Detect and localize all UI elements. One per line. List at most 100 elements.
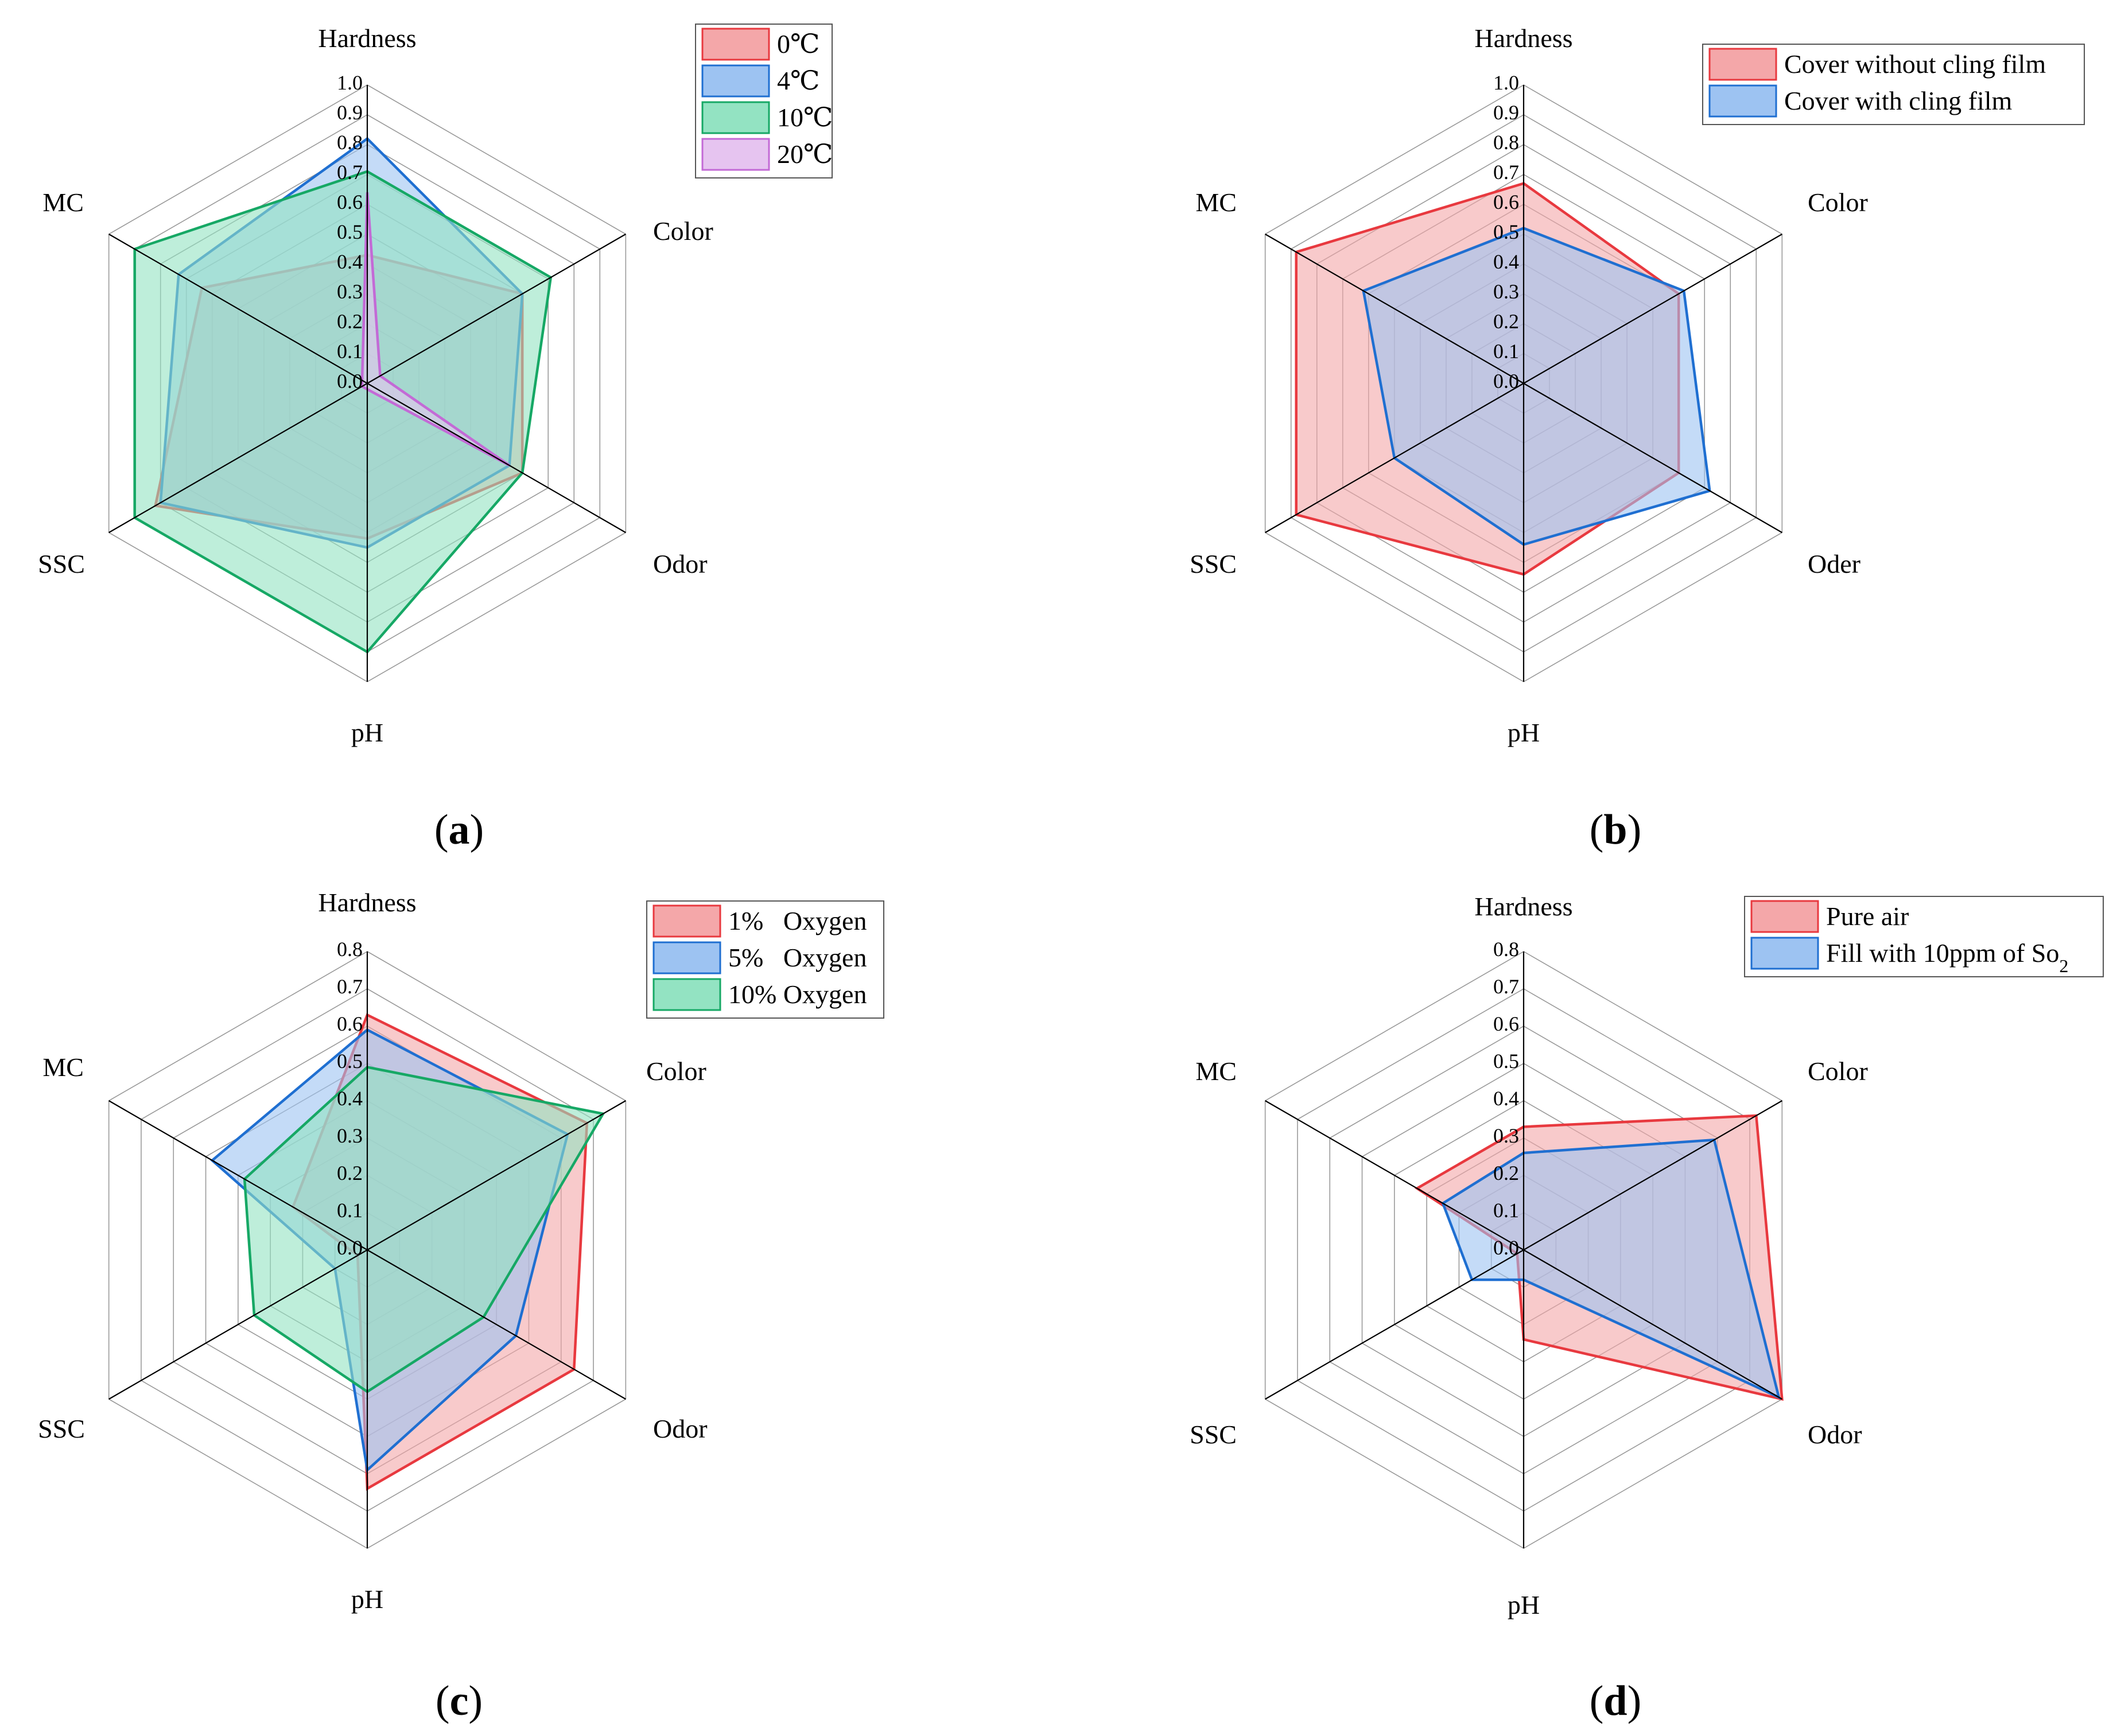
tick-label: 0.6 <box>1493 191 1519 213</box>
axis-spoke <box>1523 1249 1782 1400</box>
legend: Cover without cling film Cover with cling… <box>1702 44 2085 125</box>
legend-swatch-2 <box>1708 84 1777 118</box>
legend-label-2: 4℃ <box>777 66 819 95</box>
tick-label: 0.4 <box>1493 250 1519 273</box>
radar-spokes <box>1265 85 1782 682</box>
tick-label: 0.6 <box>337 191 363 213</box>
axis-label-ssc: SSC <box>1190 549 1237 578</box>
tick-label: 1.0 <box>337 71 363 94</box>
radar-tick-labels: 0.0 0.1 0.2 0.3 0.4 0.5 0.6 0.7 0.8 <box>1493 938 1519 1259</box>
radar-tick-labels: 0.0 0.1 0.2 0.3 0.4 0.5 0.6 0.7 0.8 <box>337 938 363 1259</box>
axis-label-mc: MC <box>42 188 84 217</box>
tick-label: 0.8 <box>1493 131 1519 154</box>
axis-label-odor: Odor <box>653 549 708 578</box>
radar-axis-labels: Hardness Color Odor pH SSC MC <box>38 24 713 747</box>
radar-tick-labels: 0.0 0.1 0.2 0.3 0.4 0.5 0.6 0.7 0.8 0.9 1.0 <box>1493 71 1519 393</box>
axis-spoke <box>1265 234 1524 384</box>
axis-label-mc: MC <box>1195 188 1237 217</box>
tick-label: 0.0 <box>1493 1236 1519 1259</box>
tick-label: 0.8 <box>1493 938 1519 961</box>
axis-spoke <box>108 383 368 533</box>
axis-label-ssc: SSC <box>38 549 85 578</box>
tick-label: 0.6 <box>1493 1012 1519 1035</box>
axis-label-ssc: SSC <box>38 1414 85 1443</box>
tick-label: 0.4 <box>1493 1087 1519 1110</box>
tick-label: 1.0 <box>1493 71 1519 94</box>
radar-spokes <box>108 85 626 682</box>
legend-swatch-1 <box>1708 48 1777 81</box>
axis-label-color: Color <box>646 1057 706 1086</box>
axis-spoke <box>367 383 626 533</box>
tick-label: 0.7 <box>337 975 363 998</box>
axis-label-color: Color <box>653 216 713 246</box>
radar-panel-a: 0.00.10.20.30.40.50.60.70.80.91.0Hardnes… <box>38 24 833 853</box>
tick-label: 0.9 <box>337 101 363 124</box>
axis-spoke <box>1265 1249 1524 1400</box>
panel-label: (a) <box>434 806 484 853</box>
axis-spoke <box>1523 234 1782 384</box>
radar-series-group <box>210 1013 605 1491</box>
radar-axis-labels: Hardness Color Odor pH SSC MC <box>1190 892 1868 1620</box>
radar-spokes <box>1265 952 1782 1548</box>
radar-axis-labels: Hardness Color Odor pH SSC MC <box>38 888 707 1614</box>
radar-series-group <box>133 137 553 654</box>
legend-swatch-1 <box>652 904 721 938</box>
radar-axis-labels: Hardness Color Oder pH SSC MC <box>1190 24 1868 747</box>
axis-label-mc: MC <box>1195 1057 1237 1086</box>
panel-label: (b) <box>1590 806 1641 853</box>
tick-label: 0.3 <box>1493 280 1519 303</box>
panel-label: (d) <box>1590 1677 1641 1725</box>
axis-label-hardness: Hardness <box>318 888 416 917</box>
tick-label: 0.7 <box>337 161 363 184</box>
legend-label-2: 5% Oxygen <box>728 943 867 972</box>
axis-spoke <box>108 1249 368 1400</box>
axis-spoke <box>1265 1100 1524 1250</box>
axis-spoke <box>108 1100 368 1250</box>
axis-label-hardness: Hardness <box>1474 24 1572 53</box>
legend-swatch-2 <box>701 64 770 98</box>
legend-label-2: Cover with cling film <box>1784 86 2013 115</box>
tick-label: 0.0 <box>337 1236 363 1259</box>
tick-label: 0.3 <box>337 1124 363 1147</box>
tick-label: 0.5 <box>337 220 363 243</box>
tick-label: 0.4 <box>337 1087 363 1110</box>
tick-label: 0.0 <box>1493 370 1519 393</box>
axis-label-odor: Odor <box>1808 1420 1862 1449</box>
tick-label: 0.8 <box>337 938 363 961</box>
radar-panel-b: 0.0 0.1 0.2 0.3 0.4 0.5 0.6 0.7 0.8 0.9 1.0 Hardnes… <box>1190 24 2085 853</box>
tick-label: 0.3 <box>1493 1124 1519 1147</box>
tick-label: 0.4 <box>337 250 363 273</box>
legend-swatch-4 <box>701 138 770 171</box>
legend-swatch-1 <box>1750 900 1819 933</box>
axis-label-hardness: Hardness <box>1474 892 1572 921</box>
axis-label-odor: Odor <box>653 1414 708 1443</box>
radar-panel-d: 0.0 0.1 0.2 0.3 0.4 0.5 0.6 0.7 0.8 Hardness Color… <box>1190 892 2104 1725</box>
axis-label-ssc: SSC <box>1190 1420 1237 1449</box>
legend: 1% Oxygen 5% Oxygen 10% Oxygen <box>646 900 884 1019</box>
axis-label-hardness: Hardness <box>318 24 416 53</box>
radar-series-group <box>1295 182 1711 576</box>
radar-tick-labels: 0.0 0.1 0.2 0.3 0.4 0.5 0.6 0.7 0.8 0.9 1.0 <box>337 71 363 393</box>
radar-spokes <box>108 952 626 1548</box>
axis-spoke <box>1523 1100 1782 1250</box>
axis-label-ph: pH <box>351 1584 383 1614</box>
axis-label-oder: Oder <box>1808 549 1860 578</box>
radar-series-group <box>1414 1114 1784 1401</box>
legend-label-3: 10℃ <box>777 103 833 132</box>
series-3-polygon <box>133 170 553 654</box>
legend-swatch-3 <box>701 101 770 134</box>
tick-label: 0.2 <box>337 310 363 333</box>
legend-label-1: Cover without cling film <box>1784 49 2046 79</box>
axis-spoke <box>108 234 368 384</box>
tick-label: 0.1 <box>1493 340 1519 363</box>
axis-label-color: Color <box>1808 188 1868 217</box>
tick-label: 0.7 <box>1493 161 1519 184</box>
tick-label: 0.8 <box>337 131 363 154</box>
tick-label: 0.5 <box>1493 220 1519 243</box>
tick-label: 0.9 <box>1493 101 1519 124</box>
tick-label: 0.2 <box>1493 310 1519 333</box>
axis-label-ph: pH <box>1508 1590 1540 1620</box>
axis-spoke <box>1265 383 1524 533</box>
tick-label: 0.5 <box>1493 1050 1519 1073</box>
